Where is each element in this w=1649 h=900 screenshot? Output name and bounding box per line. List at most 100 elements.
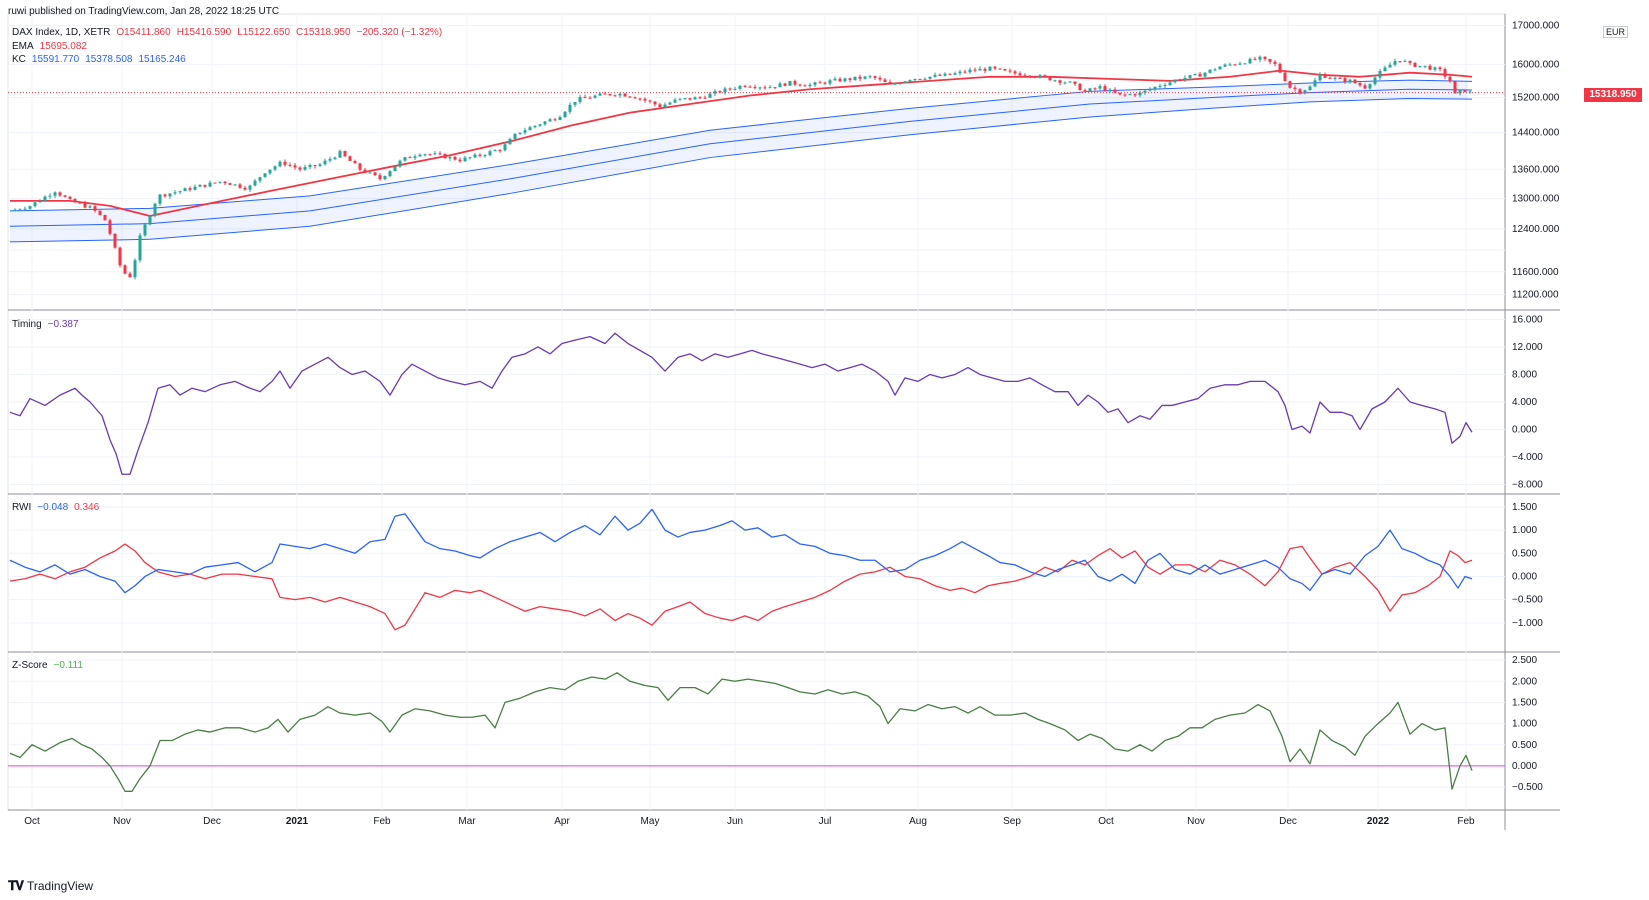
candle-up <box>1243 63 1247 65</box>
candle-up <box>318 164 322 166</box>
kc-legend[interactable]: KC 15591.770 15378.508 15165.246 <box>12 54 186 65</box>
candle-down <box>783 83 787 86</box>
candle-up <box>1108 89 1112 91</box>
timing-value: −0.387 <box>47 319 79 330</box>
candle-down <box>938 74 942 76</box>
candle-up <box>323 160 327 165</box>
tradingview-logo-icon: 𝐓𝐕 <box>8 878 24 893</box>
symbol-label[interactable]: DAX Index, 1D, XETR <box>12 27 111 38</box>
candle-up <box>253 180 257 186</box>
indicator-tick-label: −8.000 <box>1512 480 1543 491</box>
timing-legend[interactable]: Timing −0.387 <box>12 319 79 330</box>
candle-down <box>798 84 802 86</box>
kc-lower-value: 15165.246 <box>138 54 186 65</box>
time-axis-label: Oct <box>24 816 40 827</box>
candle-down <box>1023 75 1027 77</box>
candle-up <box>1203 72 1207 77</box>
candle-up <box>678 98 682 100</box>
candle-down <box>1438 67 1442 70</box>
candle-up <box>218 181 222 183</box>
candle-down <box>1043 75 1047 77</box>
candle-down <box>58 192 62 196</box>
candle-down <box>408 157 412 159</box>
rwi-legend[interactable]: RWI −0.048 0.346 <box>12 502 99 513</box>
candle-up <box>183 188 187 192</box>
candle-up <box>43 196 47 201</box>
candle-up <box>943 73 947 76</box>
candle-down <box>353 160 357 164</box>
candle-down <box>653 101 657 105</box>
indicator-tick-label: 4.000 <box>1512 397 1537 408</box>
candle-down <box>1058 80 1062 83</box>
indicator-tick-label: 12.000 <box>1512 342 1543 353</box>
candle-down <box>293 165 297 168</box>
candle-up <box>468 157 472 159</box>
candle-up <box>1308 86 1312 91</box>
candle-up <box>953 73 957 75</box>
candle-up <box>868 76 872 78</box>
candle-up <box>758 87 762 89</box>
candle-up <box>403 157 407 161</box>
candle-up <box>1423 65 1427 67</box>
candle-down <box>1118 92 1122 95</box>
candle-down <box>283 161 287 165</box>
candle-up <box>1393 61 1397 65</box>
candle-up <box>1228 64 1232 66</box>
time-axis-label: Feb <box>373 816 391 827</box>
candle-up <box>593 95 597 98</box>
candle-up <box>508 138 512 145</box>
candle-down <box>1413 62 1417 67</box>
candle-down <box>1003 69 1007 71</box>
candle-up <box>518 132 522 134</box>
candle-up <box>308 165 312 168</box>
candle-down <box>963 71 967 73</box>
candle-up <box>388 171 392 177</box>
ema-label: EMA <box>12 41 34 52</box>
candle-down <box>343 151 347 157</box>
candle-up <box>988 66 992 71</box>
ema-legend[interactable]: EMA 15695.082 <box>12 41 87 52</box>
candle-up <box>1388 64 1392 68</box>
indicator-tick-label: 2.000 <box>1512 676 1537 687</box>
candle-down <box>1008 70 1012 72</box>
indicator-tick-label: −4.000 <box>1512 452 1543 463</box>
candle-up <box>248 185 252 190</box>
candle-up <box>48 195 52 197</box>
candle-up <box>328 158 332 161</box>
candle-down <box>238 184 242 188</box>
candle-down <box>603 93 607 95</box>
candle-down <box>1178 79 1182 81</box>
candle-down <box>1263 56 1267 59</box>
candle-down <box>1048 76 1052 81</box>
tradingview-logo[interactable]: 𝐓𝐕 TradingView <box>8 878 93 894</box>
candle-up <box>278 161 282 167</box>
candle-up <box>273 166 277 170</box>
candle-down <box>608 94 612 96</box>
candle-up <box>598 93 602 96</box>
candle-up <box>568 104 572 112</box>
currency-label[interactable]: EUR <box>1603 26 1629 38</box>
candle-down <box>613 95 617 97</box>
candle-down <box>1013 71 1017 74</box>
candle-down <box>63 195 67 197</box>
candle-up <box>908 80 912 82</box>
candle-up <box>463 157 467 162</box>
candle-down <box>363 169 367 173</box>
candle-down <box>128 273 132 278</box>
candle-up <box>448 156 452 159</box>
candle-down <box>228 183 232 185</box>
kc-label: KC <box>12 54 26 65</box>
zscore-legend[interactable]: Z-Score −0.111 <box>12 660 83 671</box>
candle-up <box>28 206 32 209</box>
candle-down <box>648 100 652 102</box>
candle-down <box>1083 90 1087 92</box>
candle-down <box>313 165 317 167</box>
candle-down <box>1093 88 1097 90</box>
candle-up <box>863 76 867 79</box>
candle-down <box>458 159 462 162</box>
kc-mid-line <box>9 88 1473 227</box>
candle-down <box>98 210 102 216</box>
candle-up <box>1193 73 1197 76</box>
candle-down <box>213 182 217 184</box>
candle-up <box>1183 77 1187 81</box>
